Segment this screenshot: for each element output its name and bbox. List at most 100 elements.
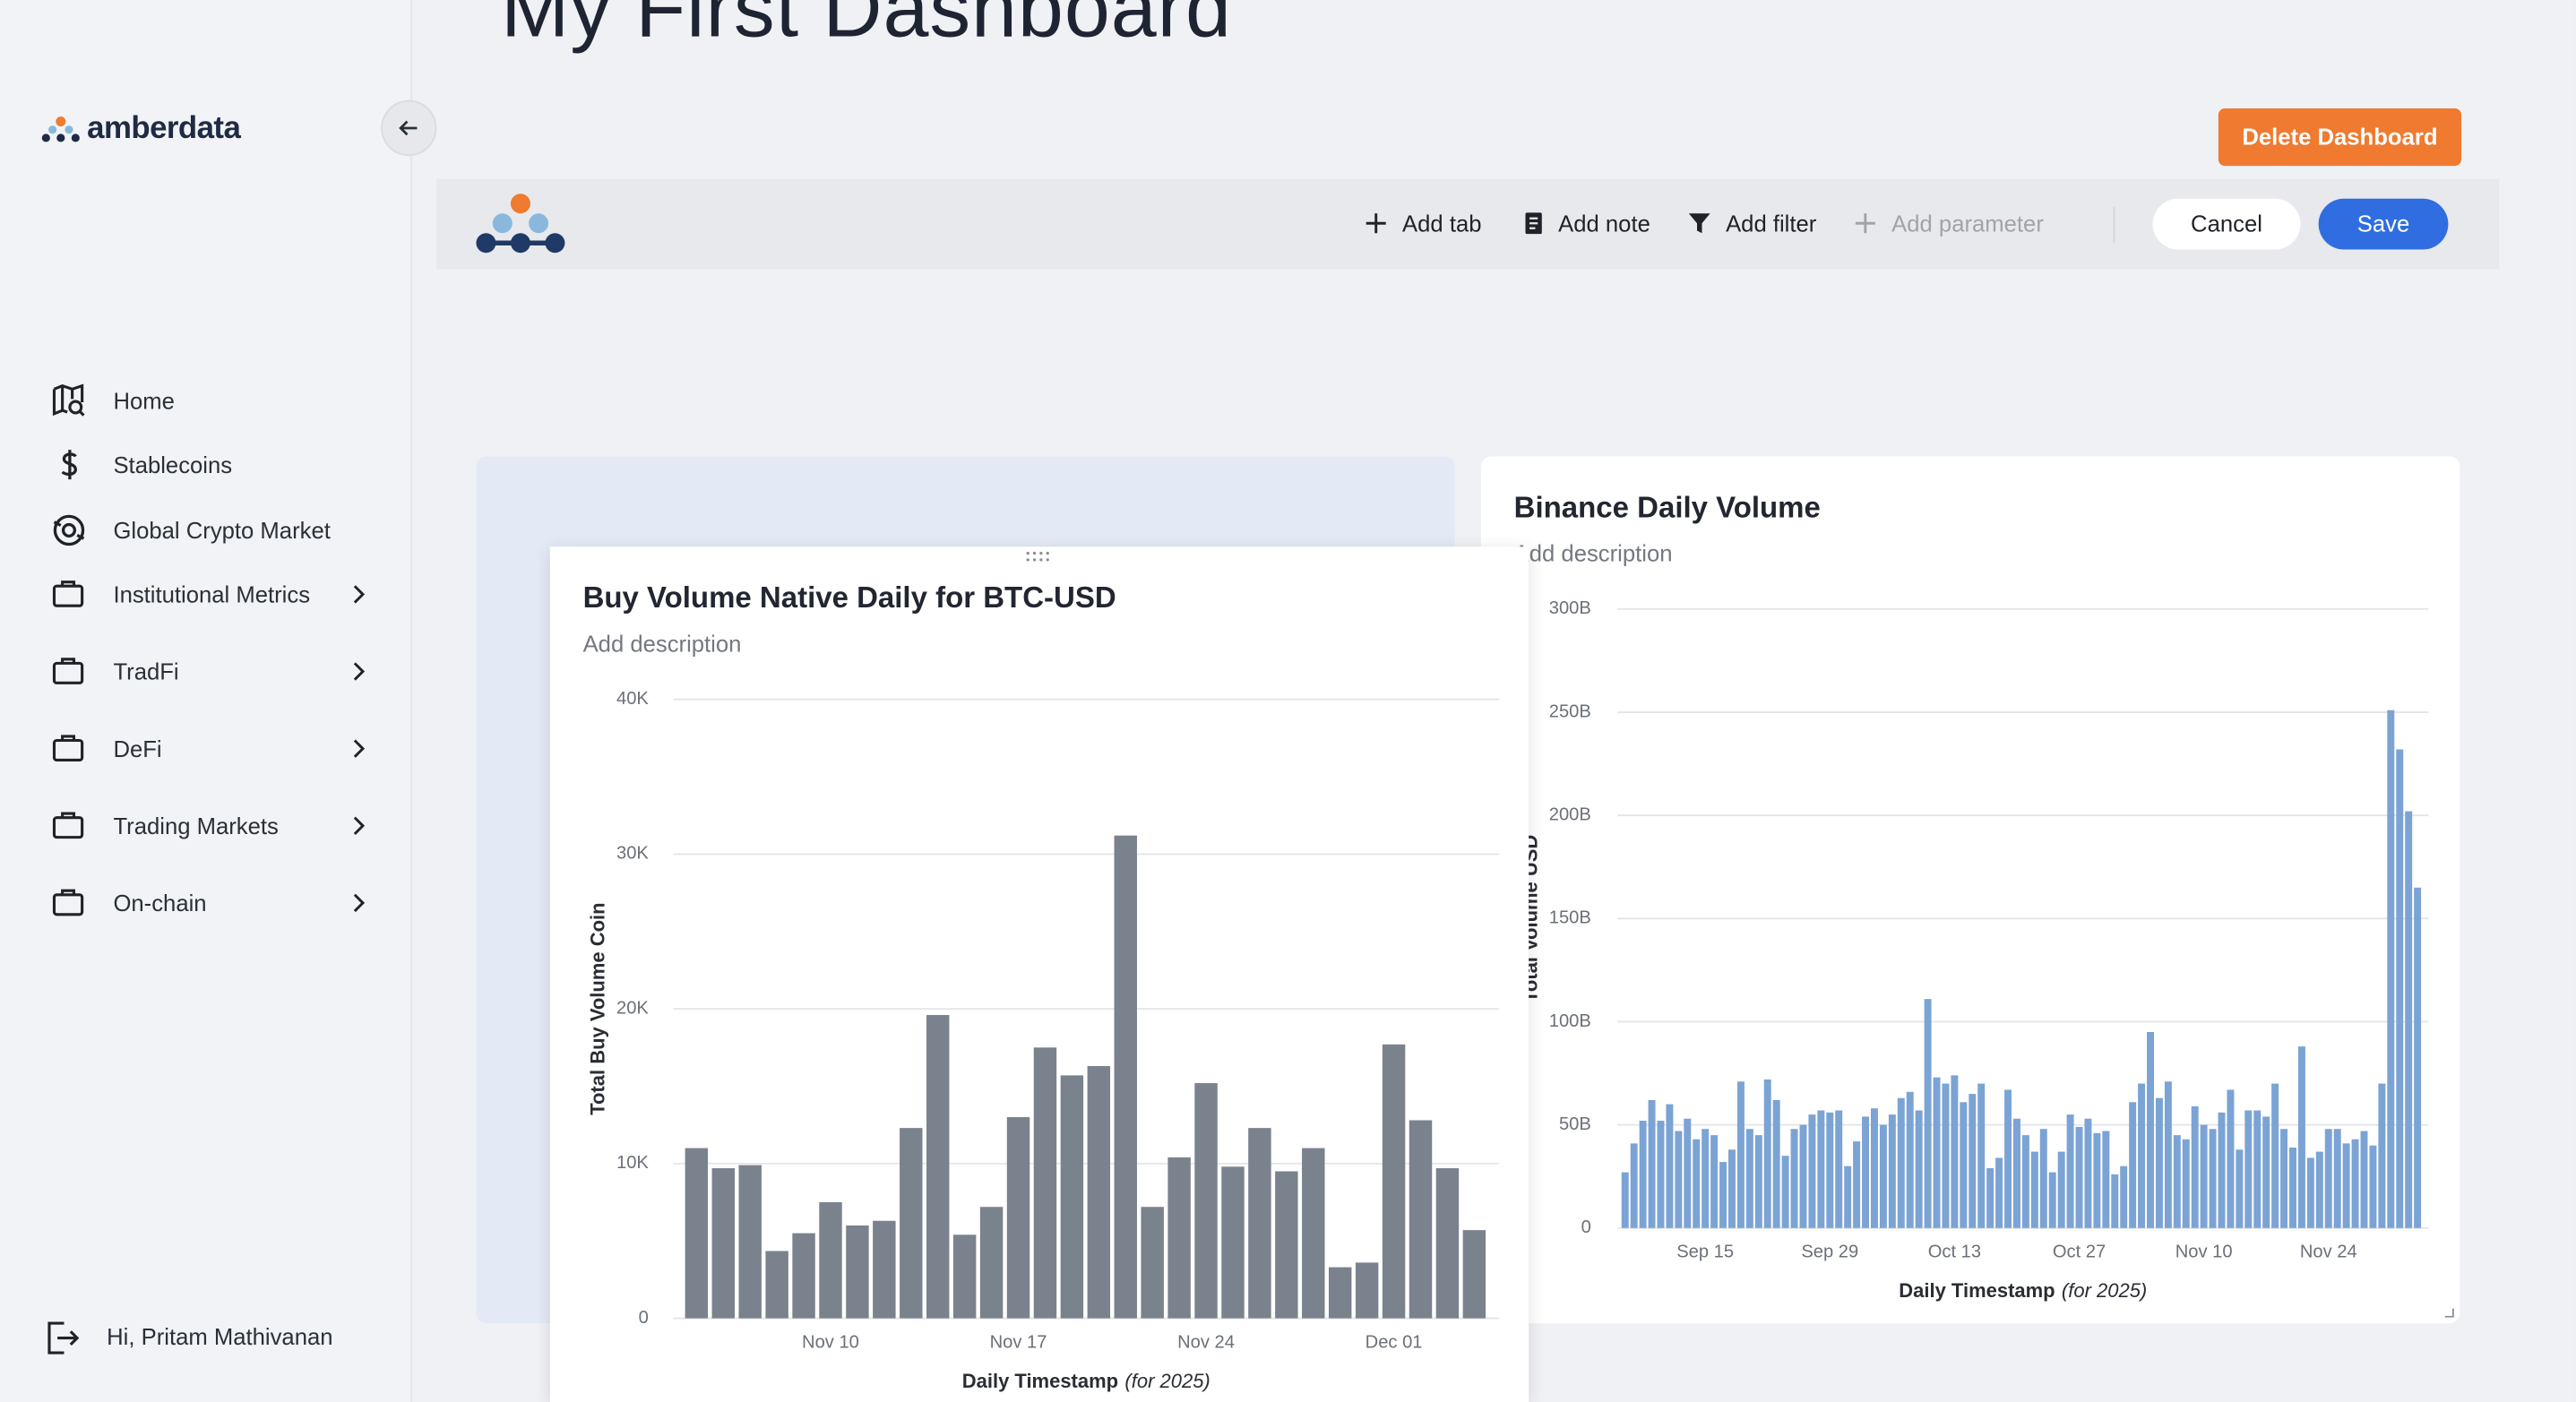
bar — [2271, 1083, 2279, 1228]
dashboard-title: My First Dashboard — [500, 0, 1232, 55]
bar — [2164, 1081, 2172, 1228]
x-tick-label: Nov 17 — [990, 1332, 1047, 1352]
bar — [2120, 1165, 2128, 1228]
nav-item[interactable]: Global Crypto Market — [113, 517, 331, 544]
bar — [2414, 887, 2422, 1228]
bar — [1639, 1121, 1647, 1228]
logout-icon[interactable] — [43, 1319, 82, 1358]
bar — [1382, 1044, 1406, 1319]
add-parameter[interactable]: Add parameter — [1891, 210, 2044, 237]
bar — [1355, 1262, 1379, 1319]
bar — [2324, 1129, 2332, 1228]
brand-logo — [41, 116, 80, 142]
save-button[interactable]: Save — [2318, 198, 2449, 250]
filter-icon — [1688, 213, 1710, 234]
nav-item[interactable]: Home — [113, 387, 175, 414]
bar — [1648, 1100, 1656, 1228]
bar — [819, 1202, 842, 1319]
y-tick-label: 100B — [1549, 1011, 1591, 1031]
drag-handle[interactable] — [1023, 550, 1056, 563]
nav-item[interactable]: On-chain — [113, 890, 207, 916]
user-greeting: Hi, Pritam Mathivanan — [107, 1323, 333, 1350]
bar — [1808, 1114, 1816, 1228]
chart-card[interactable]: Buy Volume Native Daily for BTC-USD Add … — [549, 546, 1529, 1402]
bar — [1006, 1117, 1030, 1319]
nav-item[interactable]: Stablecoins — [113, 451, 233, 478]
bar — [1879, 1124, 1887, 1228]
bar — [2066, 1114, 2074, 1228]
bar — [900, 1128, 923, 1319]
bar — [1888, 1114, 1896, 1228]
chart-description[interactable]: Add description — [582, 630, 742, 658]
x-tick-label: Dec 01 — [1366, 1332, 1423, 1352]
chart-description[interactable]: Add description — [1513, 539, 1673, 567]
delete-button[interactable]: Delete Dashboard — [2218, 108, 2462, 167]
collapse-button[interactable] — [381, 99, 437, 157]
bar — [2129, 1102, 2137, 1228]
cancel-button[interactable]: Cancel — [2152, 198, 2301, 250]
bar — [1960, 1102, 1968, 1228]
bar — [1826, 1112, 1834, 1228]
bar — [1853, 1141, 1861, 1228]
add-note[interactable]: Add note — [1558, 210, 1650, 237]
bar — [2315, 1151, 2323, 1228]
x-axis-note: (for 2025) — [1124, 1370, 1210, 1392]
nav-item[interactable]: DeFi — [113, 735, 162, 762]
x-axis-note: (for 2025) — [2062, 1279, 2147, 1302]
bar — [1114, 835, 1137, 1319]
y-tick-label: 50B — [1559, 1114, 1591, 1134]
bar — [2396, 749, 2404, 1228]
bar — [2173, 1135, 2181, 1228]
resize-handle[interactable] — [2443, 1307, 2457, 1320]
x-tick-label: Nov 24 — [2300, 1243, 2357, 1262]
bar — [1666, 1104, 1674, 1228]
add-tab[interactable]: Add tab — [1402, 210, 1482, 237]
bar — [1328, 1267, 1352, 1319]
y-axis-title: Total Buy Volume Coin — [587, 902, 609, 1114]
bar — [2138, 1083, 2146, 1228]
bar — [1951, 1075, 1959, 1228]
nav-item[interactable]: TradFi — [113, 658, 179, 685]
bar — [2021, 1135, 2029, 1228]
bar — [1462, 1230, 1486, 1319]
bar — [2030, 1151, 2038, 1228]
chart-card[interactable]: Binance Daily Volume Add description 0 50… — [1481, 456, 2460, 1324]
y-tick-label: 0 — [1581, 1217, 1591, 1237]
bar — [2039, 1129, 2047, 1228]
bar — [2351, 1139, 2359, 1228]
bar — [952, 1234, 977, 1319]
bar — [2262, 1116, 2270, 1228]
bar — [2369, 1145, 2377, 1228]
bar — [792, 1233, 815, 1319]
x-tick-label: Oct 27 — [2053, 1243, 2106, 1262]
bar — [2306, 1157, 2314, 1228]
dashboard-logo — [476, 194, 565, 254]
bar — [1986, 1167, 1994, 1228]
add-filter[interactable]: Add filter — [1726, 210, 1817, 237]
bar — [2387, 710, 2395, 1228]
bar — [2147, 1032, 2154, 1228]
bar — [1302, 1148, 1325, 1319]
nav-item[interactable]: Trading Markets — [113, 813, 279, 839]
y-tick-label: 10K — [616, 1153, 649, 1173]
bar — [2333, 1129, 2341, 1228]
bar — [738, 1165, 762, 1319]
bar — [685, 1148, 709, 1319]
bar — [1977, 1083, 1986, 1228]
bar — [2236, 1149, 2244, 1228]
bar — [1924, 999, 1932, 1228]
x-tick-label: Nov 10 — [2175, 1243, 2233, 1262]
y-tick-label: 200B — [1549, 805, 1591, 825]
chart-title: Binance Daily Volume — [1513, 490, 1821, 524]
bar — [1087, 1066, 1111, 1319]
y-tick-label: 20K — [616, 998, 649, 1018]
x-axis-title: Daily Timestamp (for 2025) — [1899, 1279, 2147, 1302]
bar — [2360, 1131, 2368, 1228]
bar — [2280, 1129, 2288, 1228]
bar — [2253, 1110, 2262, 1228]
chevron — [353, 662, 366, 681]
chart: 0 10K 20K 30K 40K Nov 10 Nov 17 Nov 24 Dec 01 Tot… — [587, 689, 1500, 1392]
nav-item[interactable]: Institutional Metrics — [113, 581, 311, 608]
sidebar: amberdata Home Stablecoins Global Crypto… — [0, 0, 437, 1402]
market-icon — [53, 514, 85, 546]
